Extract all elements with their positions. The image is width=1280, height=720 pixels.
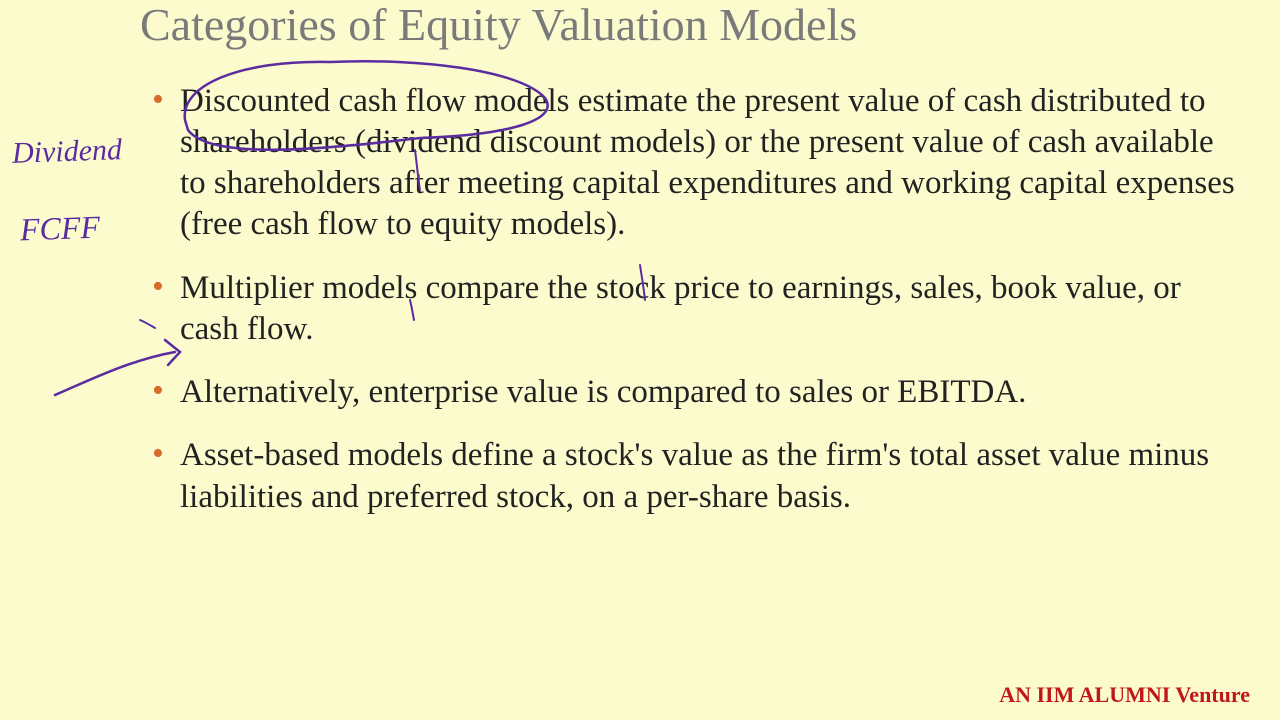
slide-container: Categories of Equity Valuation Models Di… [0, 0, 1280, 720]
bullet-item: Multiplier models compare the stock pric… [180, 268, 1240, 351]
ink-mark [140, 320, 155, 328]
footer-text: AN IIM ALUMNI Venture [999, 682, 1250, 708]
bullet-item: Asset-based models define a stock's valu… [180, 435, 1240, 518]
bullet-list: Discounted cash flow models estimate the… [180, 81, 1240, 518]
handwritten-note-fcff: FCFF [19, 209, 100, 249]
bullet-item: Alternatively, enterprise value is compa… [180, 372, 1240, 413]
slide-title: Categories of Equity Valuation Models [140, 0, 1240, 51]
handwritten-note-dividend: Dividend [11, 133, 122, 171]
bullet-item: Discounted cash flow models estimate the… [180, 81, 1240, 246]
